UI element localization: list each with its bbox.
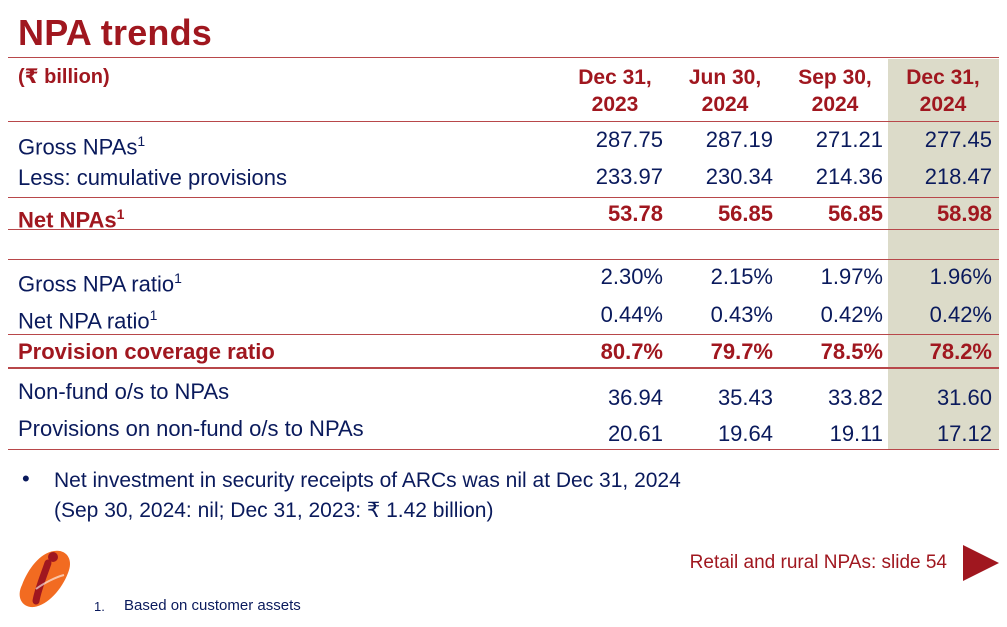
bullet-icon: • (22, 466, 30, 491)
col-header-sep-2024: Sep 30, 2024 (798, 66, 872, 116)
bank-logo-icon (19, 550, 71, 608)
row-label-net-npa-ratio: Net NPA ratio1 (18, 307, 158, 334)
latest-quarter-highlight (888, 59, 999, 450)
row-label-provisions-non-fund: Provisions on non-fund o/s to NPAs (18, 416, 364, 441)
table-cell: 56.85 (827, 201, 883, 226)
table-cell: 230.34 (705, 164, 773, 189)
table-cell: 0.44% (600, 302, 663, 327)
divider (8, 57, 999, 58)
unit-label: (₹ billion) (18, 66, 110, 88)
table-cell: 0.43% (710, 302, 773, 327)
col-header-dec-2023: Dec 31, 2023 (578, 66, 652, 116)
table-cell: 214.36 (815, 164, 883, 189)
col-header-jun-2024: Jun 30, 2024 (688, 66, 762, 116)
divider (8, 121, 999, 122)
table-cell: 80.7% (600, 339, 663, 364)
table-cell: 233.97 (595, 164, 663, 189)
table-cell: 19.11 (829, 421, 883, 446)
bullet-note: Net investment in security receipts of A… (54, 469, 681, 522)
divider (8, 334, 999, 335)
retail-rural-npas-link[interactable]: Retail and rural NPAs: slide 54 (689, 552, 947, 573)
table-cell: 218.47 (924, 164, 992, 189)
row-label-provision-coverage-ratio: Provision coverage ratio (18, 339, 275, 364)
next-arrow-icon[interactable] (963, 545, 999, 581)
table-cell: 31.60 (936, 385, 992, 410)
row-label-non-fund-os: Non-fund o/s to NPAs (18, 379, 230, 404)
col-header-dec-2024: Dec 31, 2024 (906, 66, 980, 116)
row-label-gross-npas: Gross NPAs1 (18, 133, 146, 160)
footnote-text: Based on customer assets (124, 597, 301, 614)
table-cell: 0.42% (929, 302, 992, 327)
footnote-number: 1. (94, 599, 105, 614)
table-cell: 19.64 (717, 421, 773, 446)
table-cell: 36.94 (607, 385, 663, 410)
row-label-net-npas: Net NPAs1 (18, 206, 125, 233)
row-label-gross-npa-ratio: Gross NPA ratio1 (18, 270, 182, 297)
table-cell: 35.43 (717, 385, 773, 410)
table-cell: 1.97% (820, 264, 883, 289)
page-title: NPA trends (18, 12, 213, 53)
divider (8, 259, 999, 260)
table-cell: 2.30% (600, 264, 663, 289)
table-cell: 287.75 (595, 127, 663, 152)
table-cell: 33.82 (827, 385, 883, 410)
table-cell: 287.19 (705, 127, 773, 152)
divider (8, 449, 999, 450)
table-cell: 78.5% (820, 339, 883, 364)
table-cell: 58.98 (936, 201, 992, 226)
table-cell: 56.85 (717, 201, 773, 226)
table-cell: 20.61 (607, 421, 663, 446)
table-cell: 17.12 (936, 421, 992, 446)
divider (8, 367, 999, 369)
row-label-cumulative-provisions: Less: cumulative provisions (18, 165, 288, 190)
table-cell: 1.96% (929, 264, 992, 289)
table-cell: 79.7% (710, 339, 773, 364)
table-cell: 277.45 (924, 127, 992, 152)
table-cell: 2.15% (710, 264, 773, 289)
divider (8, 197, 999, 198)
table-cell: 53.78 (607, 201, 663, 226)
table-cell: 0.42% (820, 302, 883, 327)
divider (8, 229, 999, 230)
table-cell: 78.2% (929, 339, 992, 364)
table-cell: 271.21 (815, 127, 883, 152)
